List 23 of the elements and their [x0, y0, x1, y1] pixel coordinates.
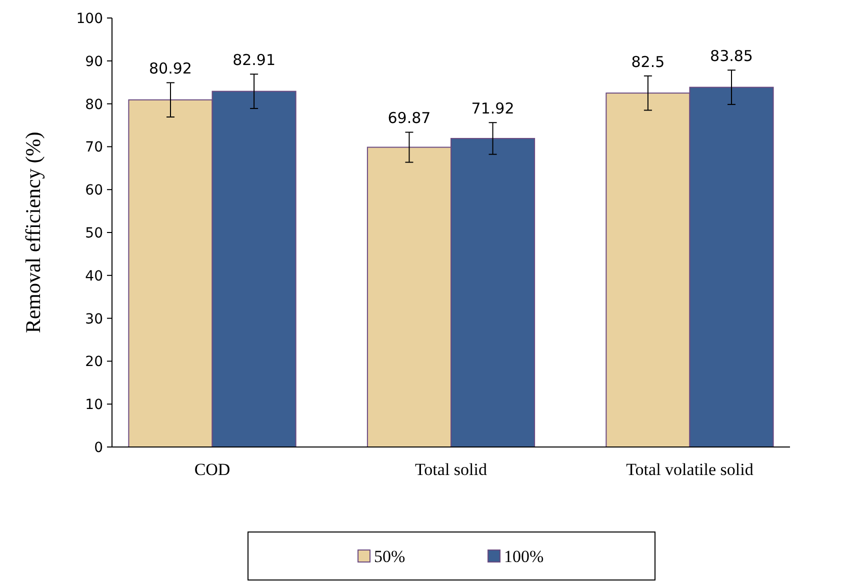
y-tick-label: 50 [85, 226, 103, 242]
y-tick-label: 40 [85, 268, 103, 284]
y-tick-label: 10 [85, 397, 103, 414]
y-tick-label: 90 [85, 54, 103, 70]
y-tick-label: 30 [85, 311, 103, 328]
data-label: 69.87 [388, 109, 431, 128]
legend-label: 50% [374, 547, 406, 566]
data-label: 82.91 [232, 51, 276, 70]
x-tick-label: COD [194, 460, 230, 479]
y-tick-label: 80 [85, 96, 103, 113]
y-tick-label: 60 [85, 182, 103, 199]
data-label: 71.92 [471, 100, 514, 118]
y-tick-label: 70 [85, 140, 103, 156]
x-tick-label: Total solid [414, 460, 488, 479]
data-label: 82.5 [631, 52, 665, 71]
y-axis-title: Removal efficiency (%) [21, 132, 45, 334]
y-tick-label: 20 [85, 354, 103, 370]
data-label: 83.85 [710, 47, 753, 66]
data-label: 80.92 [149, 60, 192, 78]
x-tick-label: Total volatile solid [626, 460, 754, 479]
legend-label: 100% [504, 547, 544, 566]
y-tick-label: 0 [94, 440, 103, 456]
y-tick-label: 100 [76, 11, 103, 27]
